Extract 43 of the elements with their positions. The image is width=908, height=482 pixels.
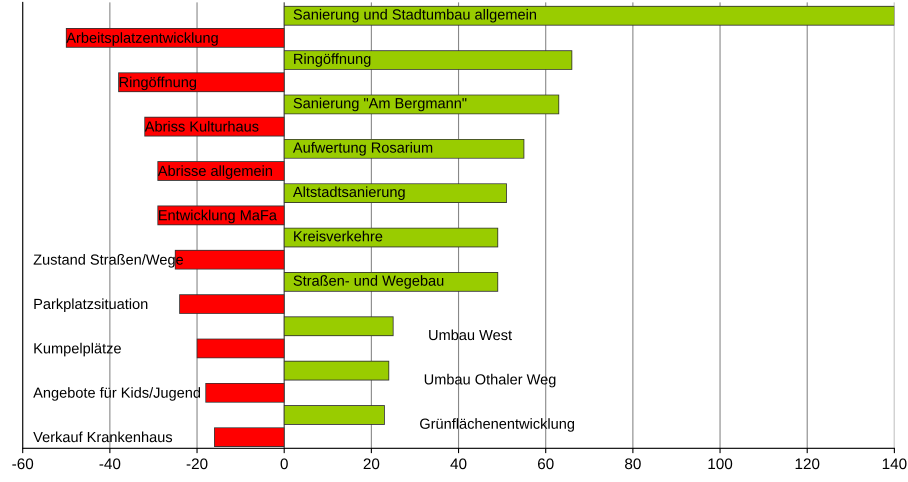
y-tick-label: Altstadtsanierung [292,186,405,200]
bar [214,427,285,448]
bar [284,50,572,70]
x-tick-label: 0 [280,458,288,470]
x-tick-label: 140 [882,458,907,470]
bar [196,338,285,358]
y-tick-label: Umbau Othaler Weg [424,374,556,388]
bar [205,382,285,403]
bar [284,360,390,380]
x-tick-label: 100 [708,458,732,470]
bar [284,228,498,248]
x-tick-label: 40 [450,458,466,470]
x-tick-label: 60 [538,458,554,470]
y-tick-label: Angebote für Kids/Jugend [33,387,200,401]
y-tick-label: Arbeitsplatzentwicklung [66,32,218,46]
y-tick-label: Sanierung und Stadtumbau allgemein [294,8,536,23]
bar [284,316,394,336]
bar [179,294,285,314]
y-tick-label: Entwicklung MaFa [159,210,277,224]
y-tick-label: Grünflächenentwicklung [420,418,574,432]
x-tick-label: -40 [100,458,120,470]
x-tick-label: -60 [12,458,34,470]
bar [118,72,285,92]
y-tick-label: Verkauf Krankenhaus [33,431,172,442]
x-tick-label: 80 [625,458,641,470]
x-tick-label: -20 [186,458,208,470]
y-tick-label: Ringöffnung [294,53,370,67]
y-tick-label: Kumpelplätze [34,342,121,356]
y-tick-label: Ringöffnung [120,76,196,90]
y-tick-label: Umbau West [429,329,512,340]
y-tick-label: Aufwertung Rosarium [292,142,432,156]
x-tick-label: 120 [796,458,820,470]
x-tick-label: 20 [364,458,380,470]
y-tick-label: Kreisverkehre [294,230,382,242]
bar [284,183,507,204]
bar [284,6,894,26]
bar [284,405,385,425]
bar [284,138,524,159]
bar [284,94,560,114]
y-tick-label: Sanierung "Am Bergmann" [294,98,466,112]
y-tick-label: Parkplatzsituation [34,298,148,312]
y-tick-label: Abrisse allgemein [158,165,272,179]
y-tick-label: Straßen- und Wegebau [294,275,444,289]
